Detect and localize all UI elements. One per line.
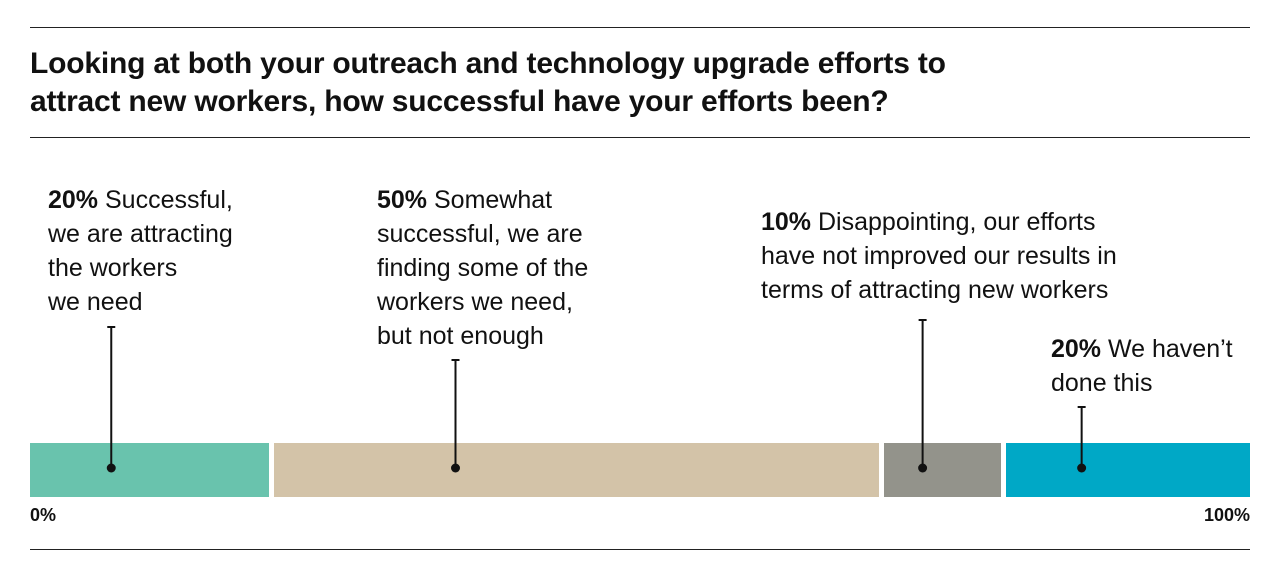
segment-text-line: Disappointing, our efforts xyxy=(818,208,1096,236)
segment-text-line: done this xyxy=(1051,369,1153,397)
segment-text-line: successful, we are xyxy=(377,220,583,248)
segment-text-line: We haven’t xyxy=(1108,335,1233,363)
bar-segment-somewhat-successful xyxy=(274,443,879,497)
segment-text-line: Somewhat xyxy=(434,186,553,214)
leader-dot-disappointing xyxy=(918,463,928,473)
chart-title-line-2: attract new workers, how successful have… xyxy=(30,85,889,118)
segment-text-line: we need xyxy=(48,288,143,316)
segment-text-line: Successful, xyxy=(105,186,233,214)
segment-label-successful: 20% Successful, we are attracting the wo… xyxy=(48,183,233,319)
segment-pct-somewhat-successful: 50% xyxy=(377,186,428,214)
segment-label-disappointing: 10% Disappointing, our efforts have not … xyxy=(761,205,1117,307)
axis-end-label: 100% xyxy=(1203,505,1250,525)
axis-start-label: 0% xyxy=(30,505,57,525)
segment-pct-disappointing: 10% xyxy=(761,208,812,236)
segment-pct-successful: 20% xyxy=(48,186,99,214)
bar-segment-disappointing xyxy=(884,443,1001,497)
segment-label-not-done: 20% We haven’t done this xyxy=(1051,332,1233,400)
bottom-rule xyxy=(30,549,1250,550)
chart-title: Looking at both your outreach and techno… xyxy=(30,45,1180,121)
bar-segment-not-done xyxy=(1006,443,1250,497)
title-divider xyxy=(30,137,1250,138)
top-rule xyxy=(30,27,1250,28)
segment-label-somewhat-successful: 50% Somewhat successful, we are finding … xyxy=(377,183,588,353)
segment-text-line: terms of attracting new workers xyxy=(761,276,1109,304)
leader-dot-not-done xyxy=(1077,463,1087,473)
leader-dot-successful xyxy=(106,463,116,473)
segment-text-line: finding some of the xyxy=(377,254,589,282)
segment-pct-not-done: 20% xyxy=(1051,335,1102,363)
leader-dot-somewhat-successful xyxy=(451,463,460,473)
segment-text-line: workers we need, xyxy=(377,288,573,316)
chart-title-line-1: Looking at both your outreach and techno… xyxy=(30,47,946,80)
segment-text-line: have not improved our results in xyxy=(761,242,1117,270)
segment-text-line: we are attracting xyxy=(48,220,233,248)
segment-text-line: the workers xyxy=(48,254,178,282)
bar-segment-successful xyxy=(30,443,269,497)
segment-text-line: but not enough xyxy=(377,322,544,350)
